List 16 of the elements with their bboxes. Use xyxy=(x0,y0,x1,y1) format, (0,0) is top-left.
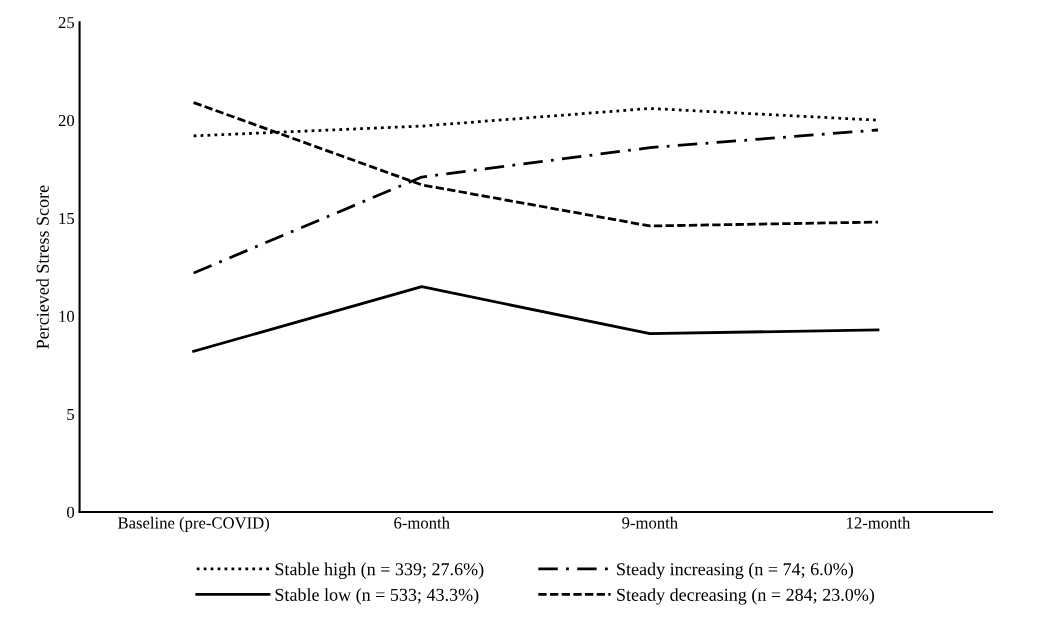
legend-label: Stable low (n = 533; 43.3%) xyxy=(275,588,479,605)
y-tick-label: 20 xyxy=(58,114,75,127)
y-tick-label: 25 xyxy=(58,17,75,29)
y-tick-label: 0 xyxy=(67,506,75,518)
y-axis-title: Percieved Stress Score xyxy=(36,185,49,349)
y-tick-label: 5 xyxy=(67,408,75,420)
x-tick-label: 6-month xyxy=(394,516,450,529)
y-tick-label: 10 xyxy=(59,310,75,323)
x-tick-label: 9-month xyxy=(622,516,678,529)
legend-label: Steady increasing (n = 74; 6.0%) xyxy=(617,562,853,580)
legend-label: Stable high (n = 339; 27.6%) xyxy=(275,562,484,580)
y-tick-label: 15 xyxy=(59,212,75,225)
line-series xyxy=(192,285,880,353)
legend-label: Steady decreasing (n = 284; 23.0%) xyxy=(617,588,875,605)
x-tick-label: Baseline (pre-COVID) xyxy=(117,516,270,532)
x-tick-label: 12-month xyxy=(847,516,911,529)
